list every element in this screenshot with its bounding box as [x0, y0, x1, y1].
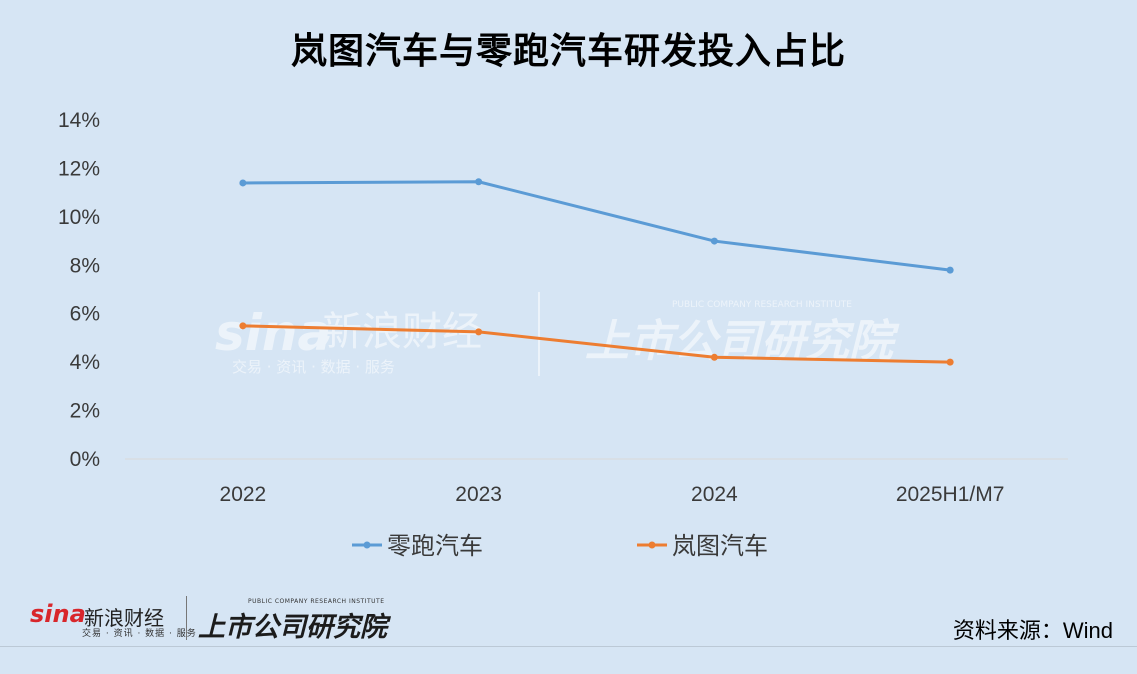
- plot-lines: [239, 178, 954, 366]
- legend-label: 岚图汽车: [672, 532, 768, 560]
- x-tick-label: 2023: [455, 483, 502, 506]
- footer-divider: [0, 646, 1137, 647]
- series-1-point: [239, 179, 247, 187]
- series-1-line: [242, 180, 951, 272]
- x-tick-label: 2024: [691, 483, 738, 506]
- sina-brand-tagline: 交易 · 资讯 · 数据 · 服务: [82, 629, 197, 639]
- sina-wordmark: sina: [30, 600, 86, 628]
- watermark: sina 新浪财经 交易 · 资讯 · 数据 · 服务 PUBLIC COMPA…: [215, 292, 900, 376]
- y-tick-label: 6%: [70, 303, 100, 326]
- axes: 0% 2% 4% 6% 8% 10% 12% 14% 2022 2023 2024 2025H1/M7: [58, 109, 1068, 506]
- source-note: 资料来源：Wind: [953, 613, 1113, 645]
- x-tick-label: 2025H1/M7: [896, 483, 1005, 506]
- series-2-line: [242, 324, 951, 364]
- sina-brand-name: 新浪财经: [84, 606, 164, 630]
- y-tick-label: 8%: [70, 254, 100, 277]
- series-2-point: [710, 353, 718, 361]
- series-2-point: [475, 328, 483, 336]
- institute-chinese-name: 上市公司研究院: [198, 612, 387, 643]
- source-label: 资料来源：: [952, 618, 1063, 643]
- y-tick-label: 2%: [70, 400, 100, 423]
- series-2-point: [239, 322, 247, 330]
- watermark-sina-logo: sina: [215, 304, 331, 362]
- brand-divider: [186, 596, 187, 640]
- y-tick-label: 0%: [70, 448, 100, 471]
- series-1-point: [475, 178, 483, 186]
- legend-label: 零跑汽车: [387, 532, 483, 560]
- y-tick-label: 4%: [70, 351, 100, 374]
- chart-title: 岚图汽车与零跑汽车研发投入占比: [290, 31, 846, 72]
- watermark-right-en: PUBLIC COMPANY RESEARCH INSTITUTE: [672, 300, 852, 310]
- series-1-point: [710, 237, 718, 245]
- watermark-left-sub: 交易 · 资讯 · 数据 · 服务: [232, 358, 395, 376]
- y-tick-label: 12%: [58, 157, 100, 180]
- series-2-point: [946, 358, 954, 366]
- y-tick-label: 14%: [58, 109, 100, 132]
- x-tick-label: 2022: [220, 483, 267, 506]
- legend: 零跑汽车 岚图汽车: [352, 532, 768, 560]
- series-1-point: [946, 266, 954, 274]
- watermark-divider: [538, 292, 540, 376]
- legend-swatch-marker: [648, 541, 656, 549]
- institute-english-name: PUBLIC COMPANY RESEARCH INSTITUTE: [248, 598, 385, 605]
- source-value: Wind: [1062, 618, 1113, 643]
- legend-swatch-marker: [363, 541, 371, 549]
- y-tick-label: 10%: [58, 206, 100, 229]
- line-chart: sina 新浪财经 交易 · 资讯 · 数据 · 服务 PUBLIC COMPA…: [58, 109, 1068, 560]
